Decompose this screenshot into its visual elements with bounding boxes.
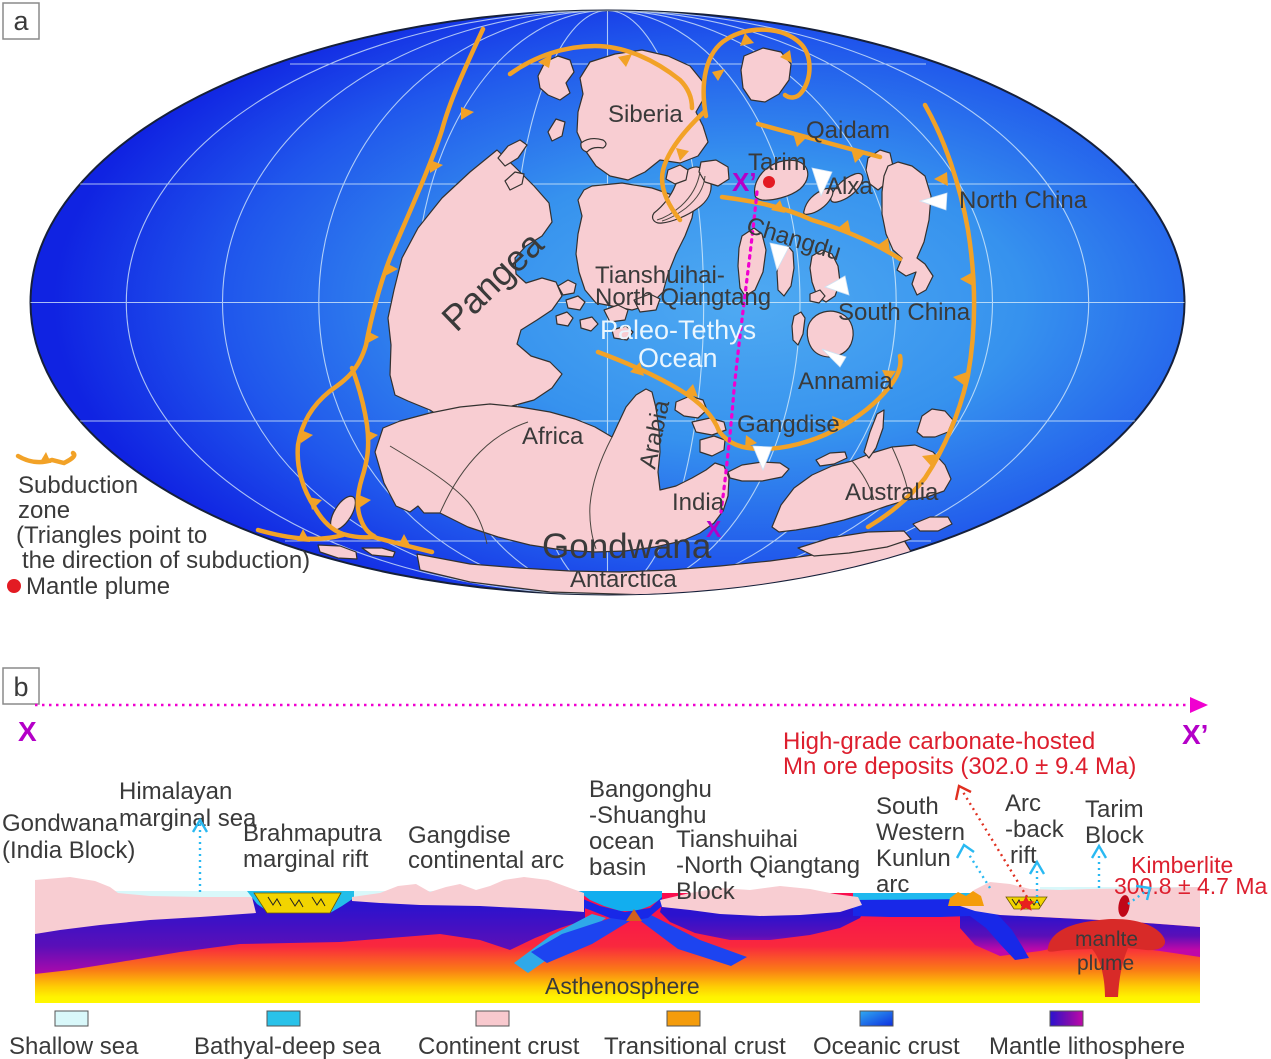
svg-text:Western: Western (876, 819, 965, 846)
svg-text:Tianshuihai-: Tianshuihai- (595, 262, 725, 289)
svg-text:Alxa: Alxa (826, 173, 873, 200)
svg-text:Gondwana: Gondwana (2, 810, 119, 837)
svg-text:ocean: ocean (589, 828, 654, 855)
svg-text:zone: zone (18, 497, 70, 524)
svg-text:arc: arc (876, 871, 909, 898)
svg-text:manlte: manlte (1075, 928, 1138, 951)
svg-text:Tarim: Tarim (748, 149, 807, 176)
svg-text:Bangonghu: Bangonghu (589, 776, 712, 803)
svg-text:Mn ore deposits (302.0 ± 9.4 M: Mn ore deposits (302.0 ± 9.4 Ma) (783, 753, 1136, 780)
svg-text:Transitional crust: Transitional crust (604, 1033, 786, 1059)
svg-text:Gangdise: Gangdise (737, 411, 840, 438)
svg-text:b: b (13, 672, 28, 702)
svg-text:(India Block): (India Block) (2, 837, 135, 864)
svg-text:Arc: Arc (1005, 790, 1041, 817)
svg-text:Asthenosphere: Asthenosphere (545, 973, 700, 999)
svg-text:marginal sea: marginal sea (119, 805, 257, 832)
svg-text:Gondwana: Gondwana (542, 527, 712, 566)
svg-text:-Shuanghu: -Shuanghu (589, 802, 706, 829)
svg-text:rift: rift (1010, 842, 1037, 869)
svg-text:Qaidam: Qaidam (806, 117, 890, 144)
svg-text:Himalayan: Himalayan (119, 778, 232, 805)
svg-text:Antarctica: Antarctica (570, 566, 677, 593)
svg-text:-North Qiangtang: -North Qiangtang (676, 852, 860, 879)
svg-text:Kimberlite: Kimberlite (1131, 852, 1233, 878)
svg-text:X: X (706, 516, 722, 542)
svg-text:X: X (18, 716, 37, 747)
svg-text:Continent crust: Continent crust (418, 1033, 580, 1059)
svg-text:Africa: Africa (522, 423, 584, 450)
svg-text:X’: X’ (1182, 719, 1208, 750)
svg-text:marginal rift: marginal rift (243, 846, 369, 873)
svg-text:Australia: Australia (845, 479, 939, 506)
svg-text:Siberia: Siberia (608, 101, 683, 128)
svg-text:North China: North China (959, 187, 1088, 214)
svg-text:Bathyal-deep sea: Bathyal-deep sea (194, 1033, 381, 1059)
svg-text:Kunlun: Kunlun (876, 845, 951, 872)
svg-text:(Triangles point to: (Triangles point to (16, 522, 207, 549)
svg-text:Shallow sea: Shallow sea (9, 1033, 139, 1059)
svg-text:the direction of subduction): the direction of subduction) (22, 547, 310, 574)
svg-text:Mantle plume: Mantle plume (26, 573, 170, 600)
svg-text:-back: -back (1005, 816, 1065, 843)
svg-text:Mantle lithosphere: Mantle lithosphere (989, 1033, 1185, 1059)
svg-text:Tianshuihai: Tianshuihai (676, 826, 798, 853)
svg-text:Brahmaputra: Brahmaputra (243, 820, 382, 847)
svg-text:Paleo-Tethys: Paleo-Tethys (600, 315, 756, 345)
svg-text:South China: South China (838, 299, 971, 326)
svg-text:basin: basin (589, 854, 646, 881)
svg-text:Oceanic crust: Oceanic crust (813, 1033, 960, 1059)
svg-text:Block: Block (1085, 822, 1145, 849)
svg-text:Gangdise: Gangdise (408, 822, 511, 849)
svg-text:Block: Block (676, 878, 736, 905)
svg-text:a: a (13, 6, 29, 36)
svg-text:Ocean: Ocean (638, 343, 718, 373)
svg-text:continental arc: continental arc (408, 847, 564, 874)
svg-text:India: India (672, 489, 725, 516)
svg-text:South: South (876, 793, 939, 820)
svg-text:Annamia: Annamia (798, 368, 893, 395)
svg-text:X’: X’ (732, 167, 757, 197)
svg-text:High-grade carbonate-hosted: High-grade carbonate-hosted (783, 728, 1095, 755)
svg-text:Subduction: Subduction (18, 472, 138, 499)
svg-text:plume: plume (1077, 952, 1134, 975)
svg-text:Tarim: Tarim (1085, 796, 1144, 823)
svg-text:North Qiangtang: North Qiangtang (595, 284, 771, 311)
